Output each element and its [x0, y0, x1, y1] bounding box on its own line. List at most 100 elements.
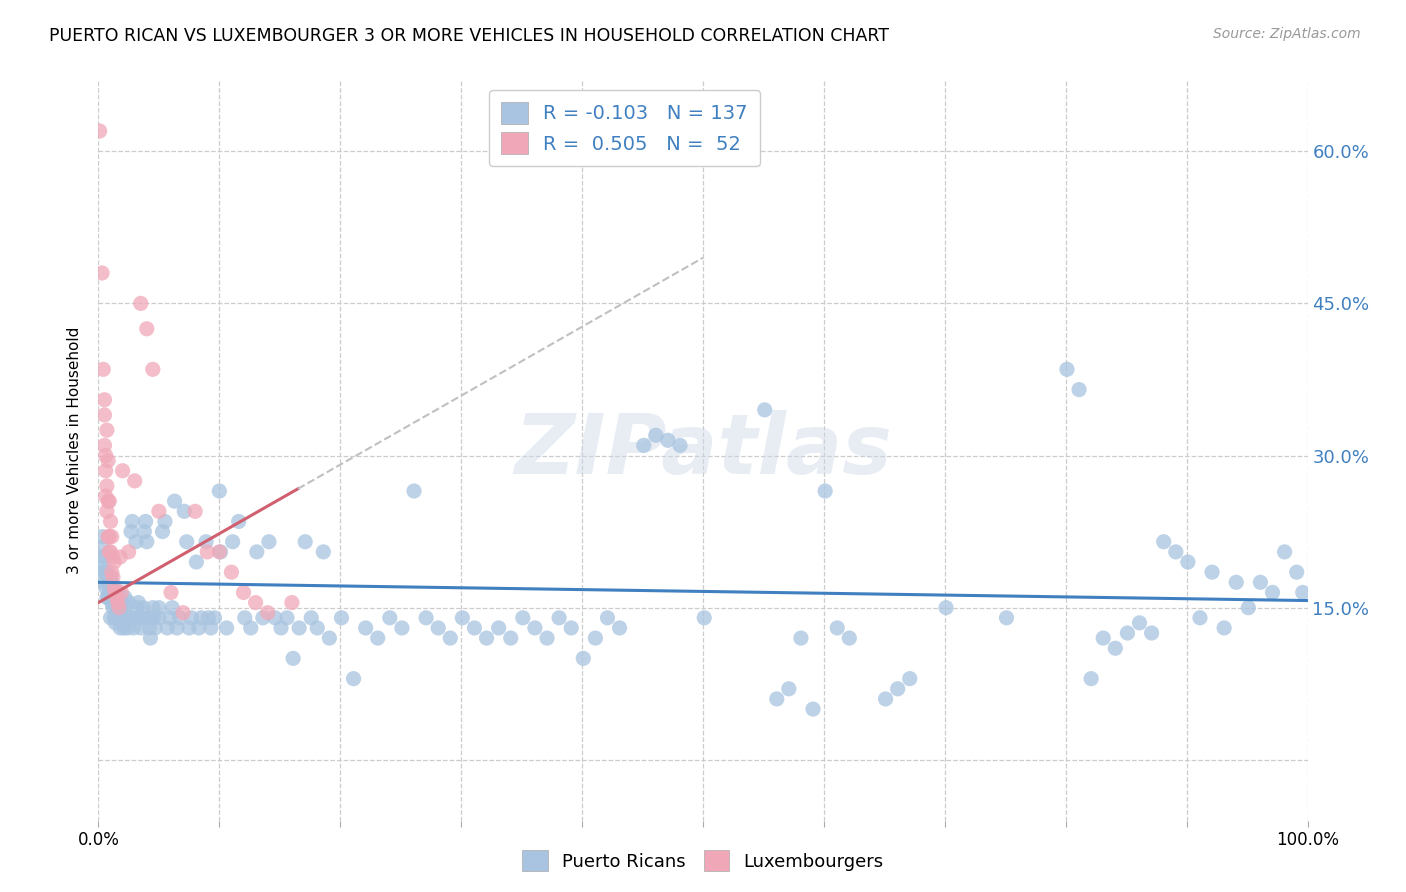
Point — [288, 621, 311, 635]
Point — [105, 591, 128, 605]
Point — [97, 591, 120, 605]
Point — [633, 438, 655, 452]
Point — [96, 423, 118, 437]
Point — [475, 631, 498, 645]
Point — [281, 651, 304, 665]
Legend: R = -0.103   N = 137, R =  0.505   N =  52: R = -0.103 N = 137, R = 0.505 N = 52 — [489, 90, 759, 166]
Point — [94, 449, 117, 463]
Point — [186, 555, 208, 569]
Point — [176, 534, 198, 549]
Point — [208, 483, 231, 498]
Point — [995, 611, 1018, 625]
Point — [125, 534, 148, 549]
Point — [402, 483, 425, 498]
Point — [93, 438, 115, 452]
Point — [136, 611, 159, 625]
Point — [132, 600, 155, 615]
Point — [96, 504, 118, 518]
Point — [190, 611, 212, 625]
Point — [122, 621, 145, 635]
Point — [141, 611, 163, 625]
Point — [91, 565, 114, 579]
Point — [166, 621, 188, 635]
Point — [143, 621, 166, 635]
Point — [596, 611, 619, 625]
Point — [101, 549, 124, 564]
Point — [172, 606, 194, 620]
Point — [97, 453, 120, 467]
Point — [187, 621, 209, 635]
Point — [135, 515, 157, 529]
Point — [669, 438, 692, 452]
Point — [98, 585, 121, 599]
Point — [114, 600, 136, 615]
Point — [180, 611, 202, 625]
Point — [124, 474, 146, 488]
Point — [94, 464, 117, 478]
Y-axis label: 3 or more Vehicles in Household: 3 or more Vehicles in Household — [67, 326, 83, 574]
Point — [294, 534, 316, 549]
Point — [560, 621, 582, 635]
Point — [488, 621, 510, 635]
Point — [118, 545, 141, 559]
Point — [121, 515, 143, 529]
Point — [110, 600, 132, 615]
Point — [252, 611, 274, 625]
Point — [765, 692, 787, 706]
Point — [100, 575, 122, 590]
Point — [104, 600, 127, 615]
Point — [101, 585, 124, 599]
Point — [91, 540, 114, 554]
Point — [94, 580, 117, 594]
Point — [120, 524, 142, 539]
Point — [1213, 621, 1236, 635]
Point — [111, 611, 134, 625]
Point — [173, 504, 195, 518]
Point — [100, 530, 122, 544]
Point — [195, 545, 218, 559]
Point — [135, 322, 157, 336]
Point — [204, 611, 226, 625]
Point — [160, 585, 183, 599]
Point — [391, 621, 413, 635]
Point — [1285, 565, 1308, 579]
Point — [1128, 615, 1150, 630]
Text: ZIPatlas: ZIPatlas — [515, 410, 891, 491]
Point — [160, 600, 183, 615]
Point — [778, 681, 800, 696]
Text: PUERTO RICAN VS LUXEMBOURGER 3 OR MORE VEHICLES IN HOUSEHOLD CORRELATION CHART: PUERTO RICAN VS LUXEMBOURGER 3 OR MORE V… — [49, 27, 889, 45]
Point — [139, 631, 162, 645]
Point — [118, 596, 141, 610]
Point — [184, 504, 207, 518]
Point — [100, 545, 122, 559]
Point — [246, 545, 269, 559]
Point — [105, 591, 128, 605]
Point — [1153, 534, 1175, 549]
Point — [152, 524, 174, 539]
Point — [208, 545, 231, 559]
Point — [342, 672, 364, 686]
Point — [801, 702, 824, 716]
Point — [209, 545, 232, 559]
Point — [200, 621, 222, 635]
Point — [98, 575, 121, 590]
Point — [89, 124, 111, 138]
Point — [276, 611, 298, 625]
Point — [415, 611, 437, 625]
Point — [609, 621, 631, 635]
Point — [142, 600, 165, 615]
Point — [103, 555, 125, 569]
Point — [536, 631, 558, 645]
Point — [1140, 626, 1163, 640]
Point — [427, 621, 450, 635]
Point — [307, 621, 329, 635]
Point — [257, 534, 280, 549]
Point — [221, 534, 243, 549]
Point — [118, 611, 141, 625]
Point — [245, 596, 267, 610]
Point — [90, 549, 112, 564]
Point — [108, 611, 131, 625]
Point — [197, 611, 219, 625]
Point — [221, 565, 243, 579]
Point — [179, 621, 201, 635]
